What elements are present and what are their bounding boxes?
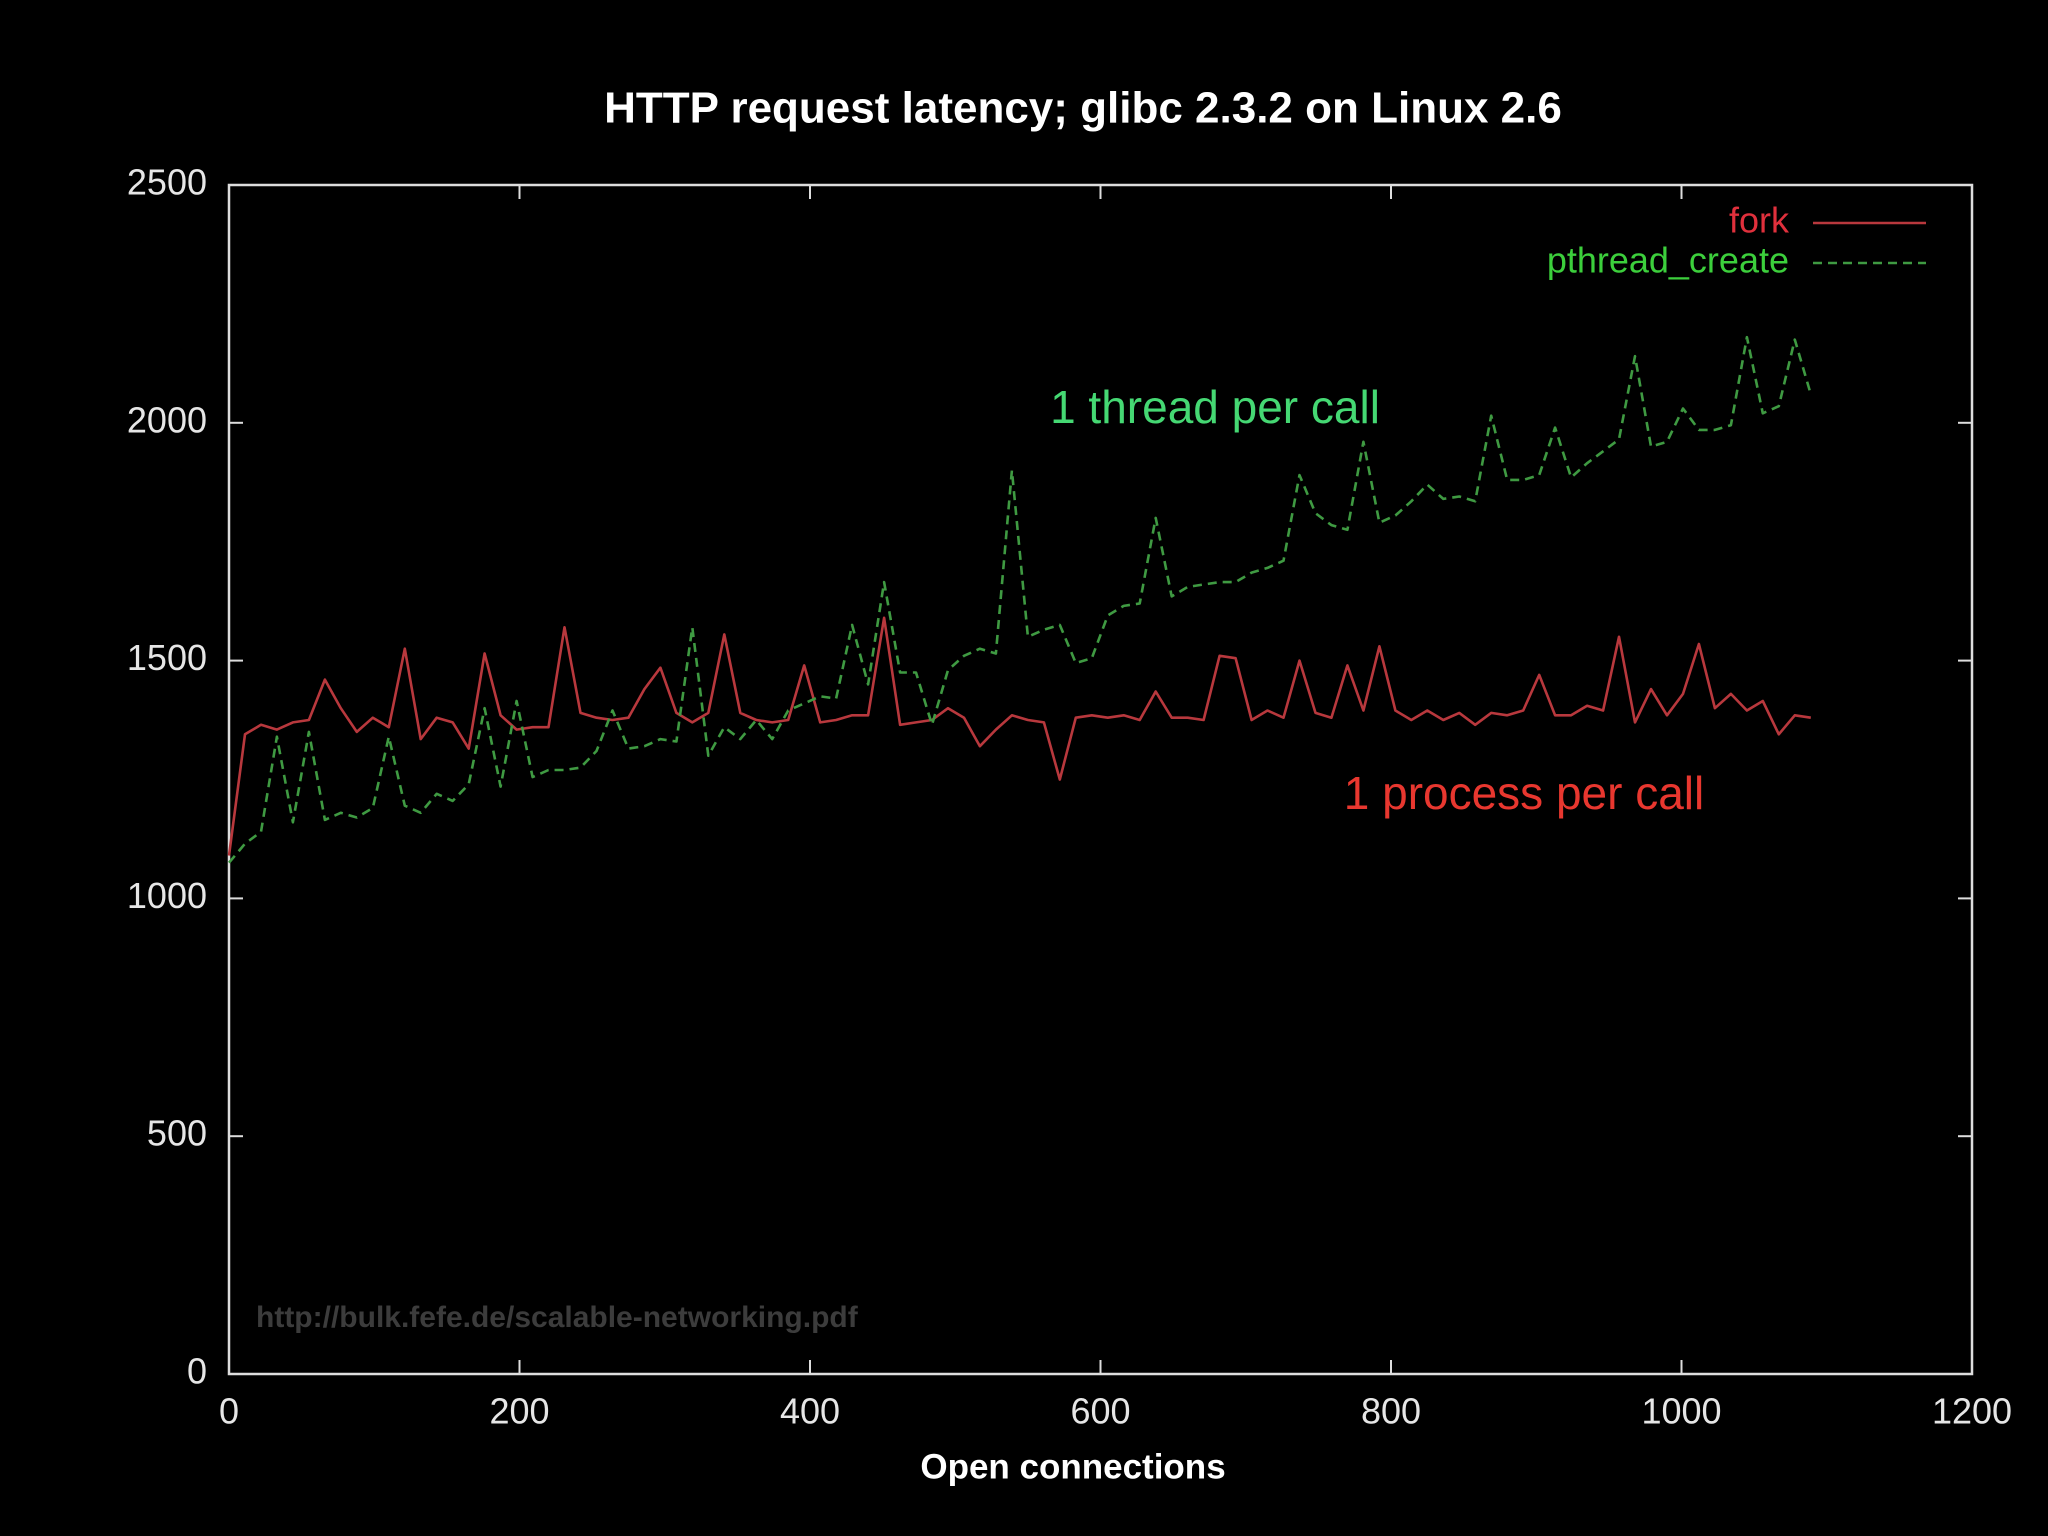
legend-label: fork xyxy=(1729,200,1790,241)
x-tick-label: 1200 xyxy=(1932,1391,2012,1432)
x-axis-label: Open connections xyxy=(920,1447,1225,1486)
x-tick-label: 0 xyxy=(219,1391,239,1432)
y-tick-label: 2000 xyxy=(127,399,207,440)
y-tick-label: 1500 xyxy=(127,637,207,678)
x-tick-label: 400 xyxy=(780,1391,840,1432)
plot-border xyxy=(227,183,1974,1376)
series-line xyxy=(228,335,1813,864)
x-tick-label: 1000 xyxy=(1641,1391,1721,1432)
chart-title: HTTP request latency; glibc 2.3.2 on Lin… xyxy=(604,84,1562,133)
x-tick-label: 600 xyxy=(1070,1391,1130,1432)
legend-label: pthread_create xyxy=(1547,240,1789,281)
x-tick-label: 800 xyxy=(1361,1391,1421,1432)
y-tick-label: 0 xyxy=(187,1351,207,1392)
watermark: http://bulk.fefe.de/scalable-networking.… xyxy=(256,1301,859,1334)
annotation: 1 process per call xyxy=(1344,767,1705,819)
annotation: 1 thread per call xyxy=(1050,381,1380,433)
y-tick-label: 1000 xyxy=(127,875,207,916)
y-tick-label: 500 xyxy=(147,1113,207,1154)
series-line xyxy=(227,616,1811,856)
x-tick-label: 200 xyxy=(489,1391,549,1432)
y-tick-label: 2500 xyxy=(127,162,207,203)
